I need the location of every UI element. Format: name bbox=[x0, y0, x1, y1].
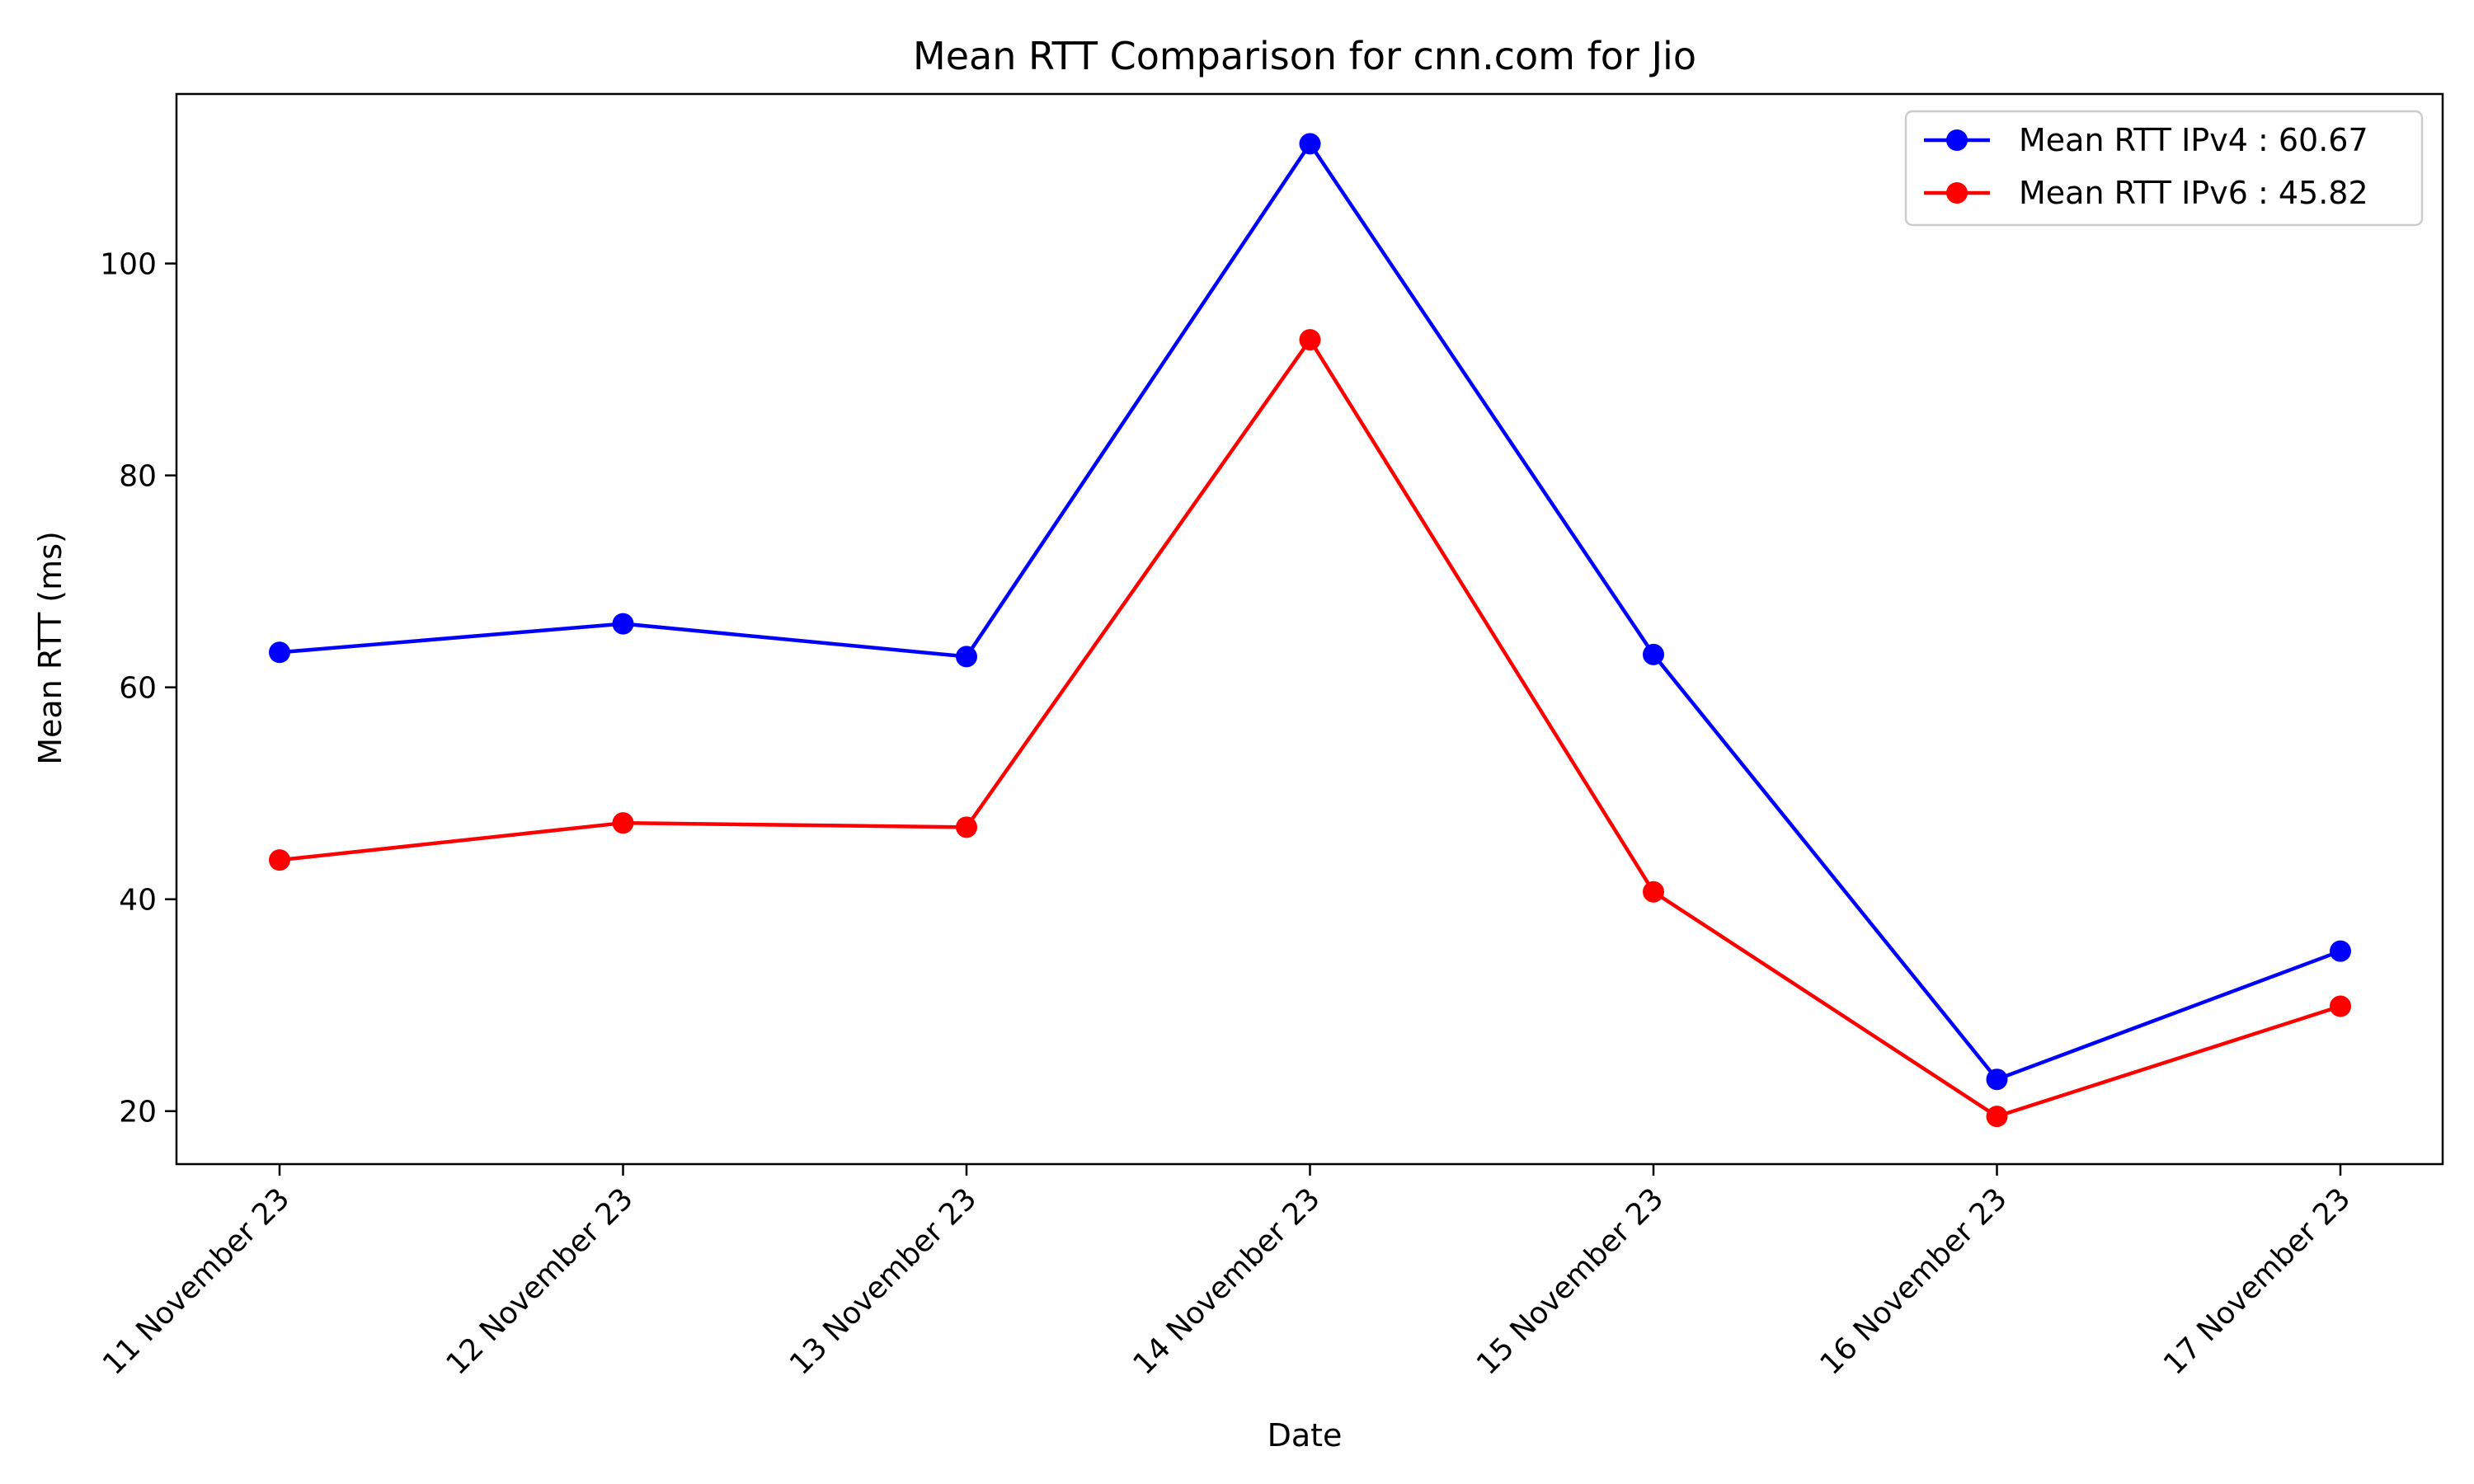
y-tick-label: 80 bbox=[119, 460, 157, 494]
x-axis-title: Date bbox=[1268, 1417, 1343, 1453]
data-point-ipv4 bbox=[956, 646, 977, 668]
legend: Mean RTT IPv4 : 60.67 Mean RTT IPv6 : 45… bbox=[1904, 110, 2424, 227]
y-tick-label: 20 bbox=[119, 1096, 157, 1129]
data-point-ipv6 bbox=[1986, 1106, 2008, 1128]
data-point-ipv4 bbox=[2330, 940, 2351, 962]
plot-area-frame bbox=[175, 92, 2444, 1166]
chart-title: Mean RTT Comparison for cnn.com for Jio bbox=[913, 34, 1696, 78]
legend-label-ipv6: Mean RTT IPv6 : 45.82 bbox=[2019, 175, 2368, 211]
y-axis-title: Mean RTT (ms) bbox=[32, 531, 68, 765]
data-point-ipv4 bbox=[612, 613, 634, 635]
data-point-ipv6 bbox=[612, 812, 634, 834]
data-point-ipv6 bbox=[2330, 995, 2351, 1017]
y-tick-label: 40 bbox=[119, 884, 157, 918]
data-point-ipv6 bbox=[269, 849, 290, 871]
y-tick-label: 60 bbox=[119, 672, 157, 706]
series-layer bbox=[269, 133, 2351, 1128]
y-tick-label: 100 bbox=[100, 248, 157, 282]
legend-marker-ipv6 bbox=[1946, 182, 1968, 204]
data-point-ipv6 bbox=[1643, 881, 1664, 903]
data-point-ipv4 bbox=[1299, 133, 1321, 155]
data-point-ipv4 bbox=[1643, 643, 1664, 665]
data-point-ipv4 bbox=[1986, 1068, 2008, 1091]
data-point-ipv6 bbox=[956, 816, 977, 838]
data-point-ipv4 bbox=[269, 641, 290, 664]
legend-label-ipv4: Mean RTT IPv4 : 60.67 bbox=[2019, 122, 2368, 158]
legend-marker-ipv4 bbox=[1946, 129, 1968, 151]
data-point-ipv6 bbox=[1299, 329, 1321, 351]
legend-box bbox=[1904, 110, 2424, 227]
